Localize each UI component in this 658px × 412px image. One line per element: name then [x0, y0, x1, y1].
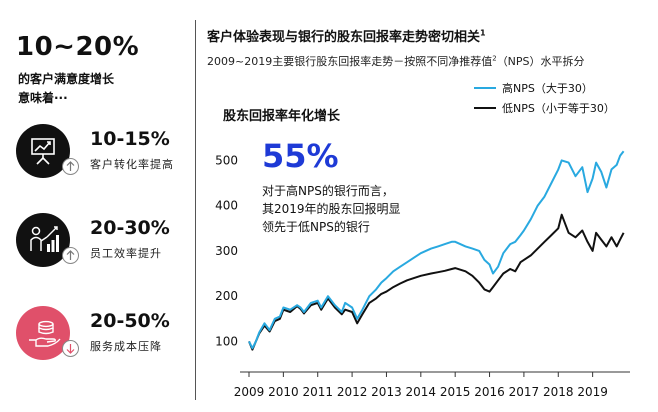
stat-cost: 20-50% 服务成本压降	[16, 306, 191, 366]
chart-heading: 客户体验表现与银行的股东回报率走势密切相关1	[207, 26, 486, 45]
x-tick-label: 2017	[509, 385, 540, 399]
y-tick-label: 300	[215, 244, 238, 258]
legend-swatch	[474, 107, 496, 109]
hand-coins-icon	[16, 306, 70, 360]
arrow-up-icon	[62, 158, 79, 175]
stat-desc: 员工效率提升	[90, 247, 162, 260]
callout-line-3: 领先于低NPS的银行	[262, 220, 370, 234]
divider	[195, 20, 196, 400]
chart-heading-footnote: 1	[480, 28, 486, 38]
stat-desc: 客户转化率提高	[90, 158, 174, 171]
x-tick-label: 2018	[543, 385, 574, 399]
series-line	[248, 150, 625, 350]
legend-label: 低NPS（小于等于30）	[502, 102, 615, 115]
left-panel: 10~20% 的客户满意度增长 意味着··· 10-15% 客户转化率提高	[0, 0, 195, 412]
subheading-footnote: 2	[492, 54, 497, 63]
subline-line-1: 的客户满意度增长	[18, 72, 115, 86]
subline-line-2: 意味着···	[18, 91, 68, 105]
legend-swatch	[474, 87, 496, 89]
stat-value: 20-30%	[90, 217, 170, 239]
stat-efficiency: 20-30% 员工效率提升	[16, 213, 191, 273]
stat-value: 10-15%	[90, 128, 170, 150]
x-tick-label: 2016	[474, 385, 505, 399]
x-tick-label: 2011	[302, 385, 333, 399]
stat-value: 20-50%	[90, 310, 170, 332]
stat-desc: 服务成本压降	[90, 340, 162, 353]
x-tick-label: 2012	[337, 385, 368, 399]
x-tick-label: 2010	[268, 385, 299, 399]
legend-label: 高NPS（大于30）	[502, 82, 593, 95]
y-tick-label: 400	[215, 199, 238, 213]
callout-text: 对于高NPS的银行而言， 其2019年的股东回报明显 领先于低NPS的银行	[262, 182, 401, 236]
subline: 的客户满意度增长 意味着···	[18, 70, 114, 108]
x-tick-label: 2009	[234, 385, 265, 399]
stat-conversion: 10-15% 客户转化率提高	[16, 124, 191, 184]
y-tick-label: 500	[215, 153, 238, 167]
y-tick-label: 100	[215, 334, 238, 348]
x-tick-label: 2015	[440, 385, 471, 399]
chart-title: 股东回报率年化增长	[223, 109, 341, 124]
callout-line-1: 对于高NPS的银行而言，	[262, 184, 394, 198]
x-tick-label: 2014	[406, 385, 437, 399]
subheading-part-a: 2009~2019主要银行股东回报率走势－按照不同净推荐值	[207, 55, 493, 68]
arrow-up-icon	[62, 247, 79, 264]
x-tick-label: 2019	[577, 385, 608, 399]
y-tick-label: 200	[215, 289, 238, 303]
arrow-down-icon	[62, 340, 79, 357]
callout-line-2: 其2019年的股东回报明显	[262, 202, 401, 216]
worker-growth-icon	[16, 213, 70, 267]
subheading-part-b: （NPS）水平拆分	[496, 55, 585, 68]
presentation-board-icon	[16, 124, 70, 178]
headline: 10~20%	[16, 32, 140, 62]
callout-value: 55%	[262, 137, 339, 175]
chart-subheading: 2009~2019主要银行股东回报率走势－按照不同净推荐值2（NPS）水平拆分	[207, 53, 585, 69]
chart-heading-text: 客户体验表现与银行的股东回报率走势密切相关	[207, 30, 481, 45]
x-tick-label: 2013	[371, 385, 402, 399]
